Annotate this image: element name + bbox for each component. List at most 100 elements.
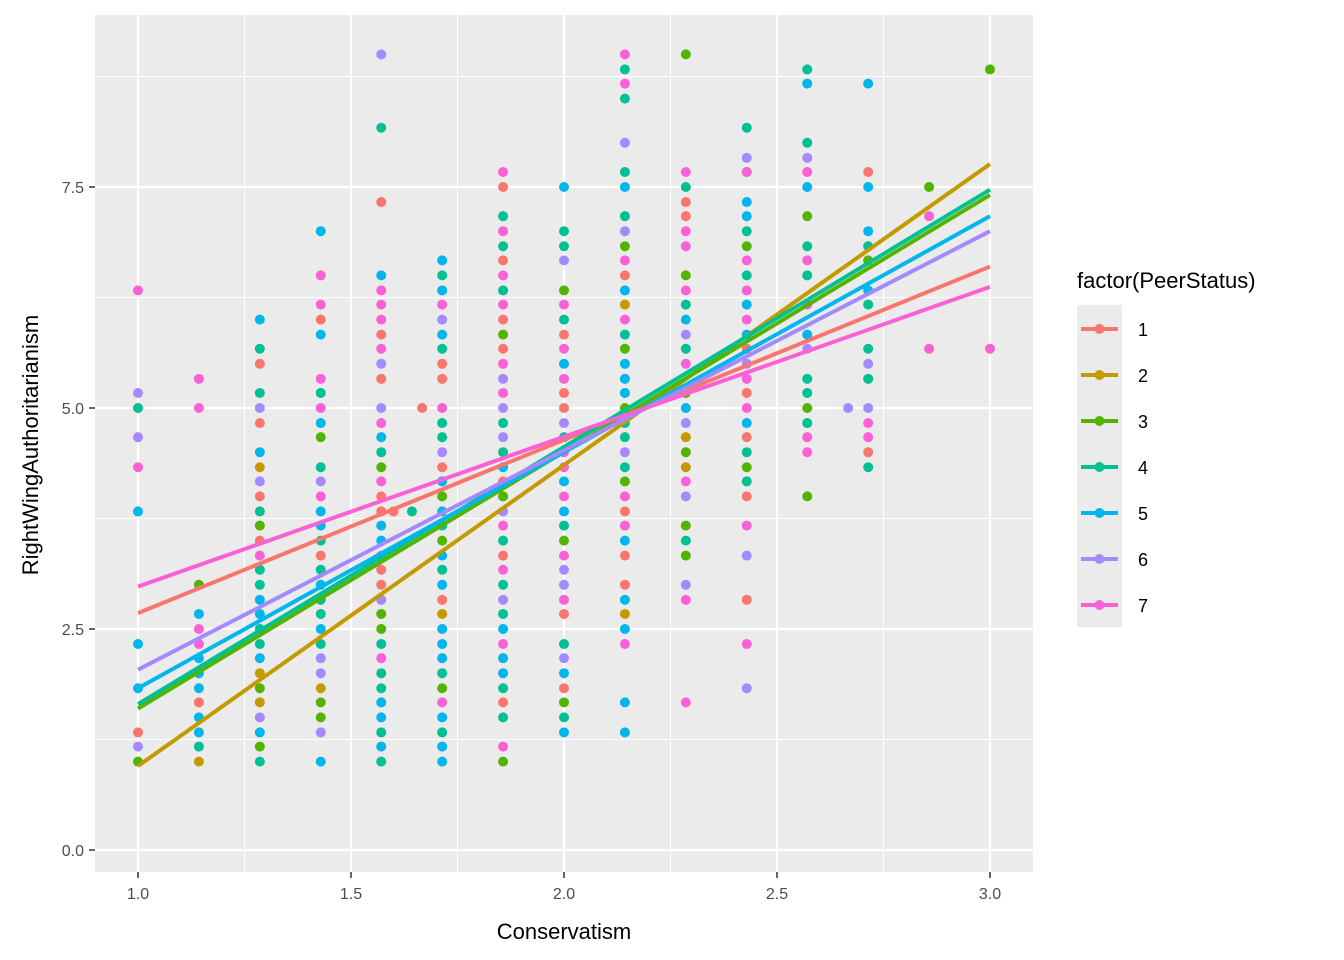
data-point-group-1 <box>376 329 387 340</box>
data-points <box>133 49 995 767</box>
data-point-group-5 <box>559 358 569 369</box>
legend: 1 2 3 4 5 6 7 <box>1081 320 1148 616</box>
data-point-group-1 <box>741 432 752 443</box>
data-point-group-4 <box>619 432 630 443</box>
data-point-group-7 <box>680 285 691 296</box>
data-point-group-3 <box>254 520 265 531</box>
data-point-group-4 <box>254 343 265 354</box>
data-point-group-7 <box>498 639 509 650</box>
data-point-group-6 <box>437 314 448 325</box>
legend-label-2: 2 <box>1138 366 1148 386</box>
data-point-group-4 <box>559 226 569 237</box>
fit-line-group-2 <box>136 162 992 768</box>
data-point-group-7 <box>498 741 509 752</box>
data-point-group-7 <box>559 343 569 354</box>
data-point-group-3 <box>680 550 691 561</box>
y-tick-label: 0.0 <box>62 843 84 860</box>
data-point-group-3 <box>315 432 326 443</box>
fit-line-group-6 <box>137 229 991 672</box>
data-point-group-7 <box>559 491 569 502</box>
data-point-group-4 <box>437 270 448 281</box>
data-point-group-1 <box>133 727 143 738</box>
data-point-group-4 <box>133 403 143 413</box>
y-tick-label: 7.5 <box>62 180 84 197</box>
data-point-group-5 <box>863 78 874 89</box>
data-point-group-7 <box>802 255 813 266</box>
data-point-group-7 <box>133 285 143 296</box>
data-point-group-3 <box>498 491 509 502</box>
data-point-group-4 <box>437 727 448 738</box>
data-point-group-7 <box>498 387 509 398</box>
data-point-group-2 <box>254 668 265 679</box>
data-point-group-6 <box>315 668 326 679</box>
data-point-group-1 <box>619 506 630 517</box>
data-point-group-4 <box>619 64 630 75</box>
data-point-group-1 <box>437 462 448 473</box>
data-point-group-7 <box>619 255 630 266</box>
fit-lines <box>136 162 992 768</box>
data-point-group-1 <box>417 403 428 413</box>
data-point-group-6 <box>498 594 509 605</box>
data-point-group-6 <box>680 579 691 590</box>
data-point-group-4 <box>437 432 448 443</box>
data-point-group-5 <box>193 683 204 694</box>
data-point-group-5 <box>741 299 752 310</box>
legend-key-dot <box>1094 508 1105 518</box>
data-point-group-2 <box>315 683 326 694</box>
data-point-group-6 <box>315 727 326 738</box>
data-point-group-4 <box>498 211 509 222</box>
data-point-group-7 <box>741 520 752 531</box>
data-point-group-7 <box>559 299 569 310</box>
data-point-group-2 <box>619 299 630 310</box>
y-tick-label: 2.5 <box>62 622 84 639</box>
data-point-group-1 <box>254 418 265 429</box>
data-point-group-7 <box>741 639 752 650</box>
data-point-group-3 <box>559 285 569 296</box>
data-point-group-3 <box>315 697 326 708</box>
data-point-group-7 <box>193 624 204 634</box>
data-point-group-7 <box>376 476 387 487</box>
data-point-group-5 <box>254 653 265 664</box>
data-point-group-3 <box>985 64 995 75</box>
data-point-group-4 <box>498 418 509 429</box>
data-point-group-3 <box>619 241 630 252</box>
data-point-group-7 <box>559 594 569 605</box>
x-axis-title: Conservatism <box>497 919 631 944</box>
legend-label-6: 6 <box>1138 550 1148 570</box>
x-tick-label: 3.0 <box>979 886 1001 903</box>
data-point-group-6 <box>559 564 569 575</box>
data-point-group-5 <box>619 373 630 384</box>
data-point-group-3 <box>741 462 752 473</box>
data-point-group-4 <box>802 418 813 429</box>
data-point-group-7 <box>315 270 326 281</box>
data-point-group-1 <box>254 491 265 502</box>
data-point-group-3 <box>680 49 691 60</box>
data-point-group-5 <box>498 653 509 664</box>
data-point-group-4 <box>193 741 204 752</box>
data-point-group-4 <box>315 387 326 398</box>
data-point-group-1 <box>559 329 569 340</box>
data-point-group-4 <box>619 329 630 340</box>
legend-label-3: 3 <box>1138 412 1148 432</box>
data-point-group-4 <box>619 462 630 473</box>
x-tick-label: 1.5 <box>340 886 362 903</box>
data-point-group-7 <box>133 462 143 473</box>
legend-key-dot <box>1094 600 1105 610</box>
data-point-group-4 <box>802 373 813 384</box>
data-point-group-7 <box>802 166 813 177</box>
data-point-group-5 <box>254 727 265 738</box>
data-point-group-4 <box>315 462 326 473</box>
legend-title: factor(PeerStatus) <box>1077 268 1256 293</box>
data-point-group-6 <box>741 152 752 163</box>
data-point-group-5 <box>437 285 448 296</box>
data-point-group-2 <box>619 608 630 619</box>
data-point-group-4 <box>498 712 509 723</box>
data-point-group-7 <box>924 211 935 222</box>
data-point-group-7 <box>924 343 935 354</box>
data-point-group-4 <box>863 462 874 473</box>
data-point-group-7 <box>193 403 204 413</box>
data-point-group-5 <box>315 506 326 517</box>
data-point-group-7 <box>498 520 509 531</box>
legend-label-7: 7 <box>1138 596 1148 616</box>
data-point-group-6 <box>133 432 143 443</box>
